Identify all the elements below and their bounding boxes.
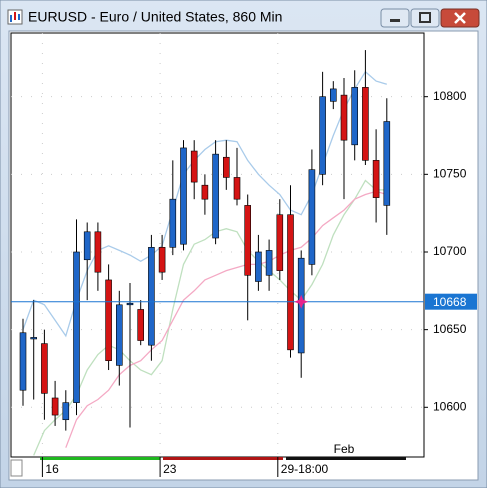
last-price-label: 10668 <box>433 295 467 309</box>
candle-body <box>190 150 198 183</box>
candle-body <box>158 247 166 273</box>
session-bar <box>163 457 283 460</box>
moving-average <box>33 179 387 456</box>
candle-body <box>73 251 80 403</box>
x-tick-label: 29-18:00 <box>281 462 329 476</box>
close-icon <box>454 12 466 24</box>
candle-body <box>372 160 380 198</box>
candle-body <box>30 337 38 340</box>
session-bar <box>40 457 160 460</box>
candle-body <box>105 279 112 362</box>
candle-body <box>41 343 48 394</box>
candle-body <box>169 198 177 248</box>
candle-body <box>308 169 316 265</box>
x-tick-label: 23 <box>163 462 177 476</box>
candle-body <box>116 304 123 366</box>
candle-body <box>255 251 262 282</box>
y-tick-label: 10750 <box>433 167 467 181</box>
candle-body <box>329 88 337 102</box>
minimize-button[interactable] <box>380 8 410 28</box>
maximize-icon <box>419 12 431 23</box>
candle-body <box>233 177 241 200</box>
icon-bar <box>10 15 12 22</box>
y-tick-label: 10800 <box>433 89 467 103</box>
candle-body <box>126 302 134 306</box>
candle-body <box>148 247 155 346</box>
candle-body <box>340 94 348 141</box>
moving-average <box>22 70 387 338</box>
candle-body <box>244 205 251 276</box>
last-price-box <box>425 293 477 310</box>
y-tick-label: 10650 <box>433 322 467 336</box>
current-marker <box>294 294 309 309</box>
candle-body <box>351 87 359 146</box>
candle-body <box>276 214 284 271</box>
maximize-button[interactable] <box>410 8 440 28</box>
candle-body <box>212 153 219 239</box>
candle-body <box>319 96 326 175</box>
candle-body <box>362 87 369 161</box>
scroll-box <box>10 459 23 477</box>
session-bar <box>286 457 406 460</box>
candle-body <box>223 156 230 178</box>
month-label: Feb <box>334 442 355 456</box>
y-tick-label: 10700 <box>433 244 467 258</box>
icon-bar <box>14 12 16 20</box>
candle-body <box>62 402 70 421</box>
x-tick-label: 16 <box>45 462 59 476</box>
candle-body <box>19 332 27 391</box>
candle-body <box>83 231 91 261</box>
icon-bar <box>18 14 20 20</box>
candle-body <box>383 121 391 206</box>
candle-body <box>51 397 59 416</box>
window-title: EURUSD - Euro / United States, 860 Min <box>28 9 282 25</box>
candle-body <box>137 309 144 341</box>
candle-body <box>180 147 187 245</box>
minimize-icon <box>390 19 400 22</box>
candle-body <box>265 250 273 276</box>
candle-body <box>201 184 209 200</box>
y-tick-label: 10600 <box>433 399 467 413</box>
candle-body <box>94 231 102 273</box>
candle-body <box>287 214 294 351</box>
